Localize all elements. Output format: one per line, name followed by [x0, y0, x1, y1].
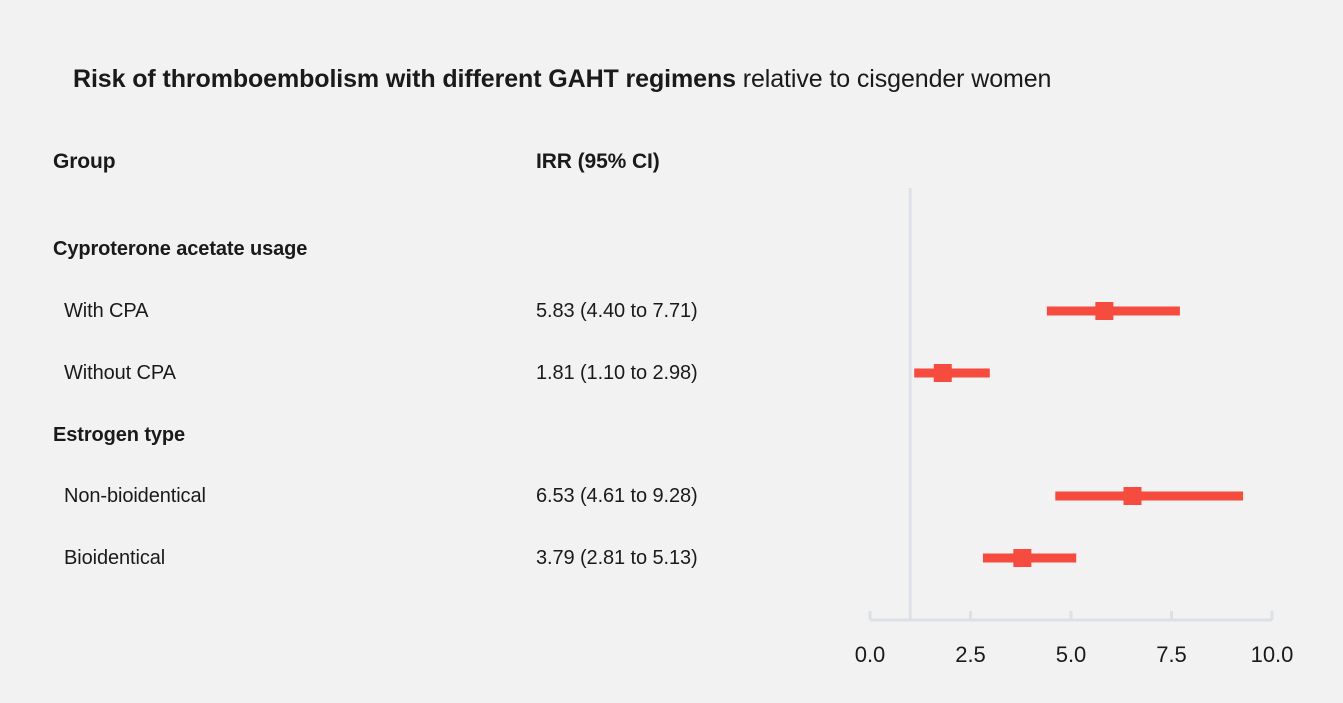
page-title-light: relative to cisgender women	[735, 65, 1052, 93]
x-tick-label-2: 5.0	[1056, 642, 1087, 667]
estimate-marks-group	[914, 302, 1244, 567]
point-estimate-3	[1013, 549, 1032, 567]
row-label-non-bioidentical: Non-bioidentical	[64, 485, 206, 507]
x-tick-label-1: 2.5	[955, 642, 986, 667]
page-title-strong: Risk of thromboembolism with different G…	[73, 65, 736, 93]
row-value-bioidentical: 3.79 (2.81 to 5.13)	[536, 547, 698, 569]
row-label-with-cpa: With CPA	[64, 300, 149, 322]
x-axis-group	[868, 611, 1274, 622]
row-value-without-cpa: 1.81 (1.10 to 2.98)	[536, 362, 698, 384]
row-label-bioidentical: Bioidentical	[64, 547, 166, 569]
section-header-estrogen-type: Estrogen type	[53, 424, 186, 446]
row-value-with-cpa: 5.83 (4.40 to 7.71)	[536, 300, 698, 322]
point-estimate-0	[1095, 302, 1114, 320]
point-estimate-1	[933, 364, 952, 382]
x-tick-label-4: 10.0	[1251, 642, 1294, 667]
x-tick-label-0: 0.0	[855, 642, 886, 667]
column-header-irr: IRR (95% CI)	[536, 150, 660, 173]
row-value-non-bioidentical: 6.53 (4.61 to 9.28)	[536, 485, 698, 507]
page-title: Risk of thromboembolism with different G…	[73, 62, 1051, 96]
column-header-group: Group	[53, 150, 116, 173]
point-estimate-2	[1123, 487, 1142, 505]
x-axis-tick-labels: 0.0 2.5 5.0 7.5 10.0	[855, 642, 1294, 667]
section-header-cyproterone-acetate-usage: Cyproterone acetate usage	[53, 238, 308, 260]
x-tick-label-3: 7.5	[1156, 642, 1187, 667]
row-label-without-cpa: Without CPA	[64, 362, 176, 384]
